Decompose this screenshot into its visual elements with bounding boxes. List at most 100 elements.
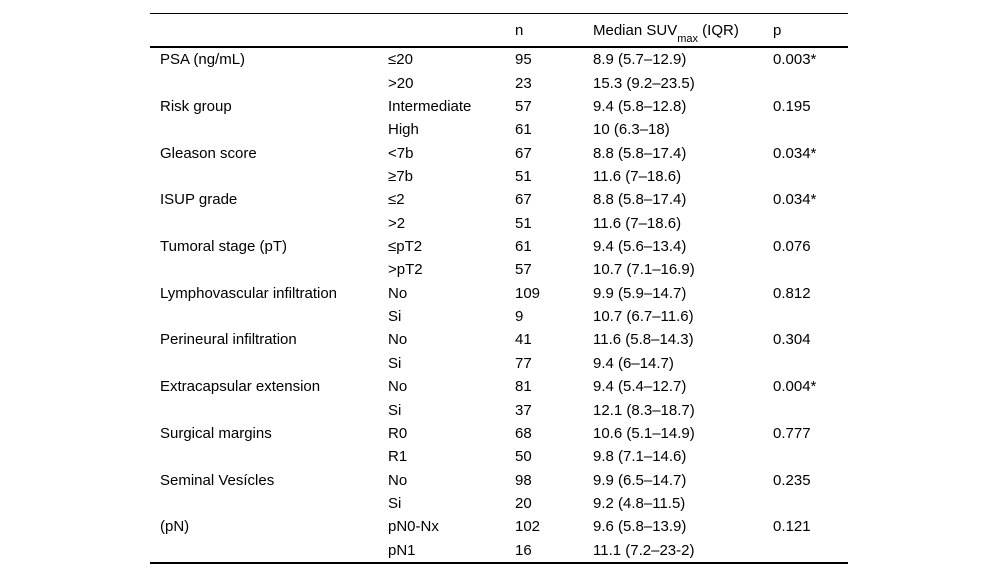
cell-subgroup: ≥7b	[388, 167, 413, 185]
cell-p: 0.003*	[773, 51, 817, 69]
cell-median: 8.9 (5.7–12.9)	[593, 51, 687, 69]
cell-n: 102	[515, 518, 541, 536]
cell-p	[773, 492, 848, 515]
median-header-suffix: (IQR)	[698, 21, 739, 39]
cell-subgroup: Si	[388, 495, 402, 512]
table-row: Seminal Vesícles No 98 9.9 (6.5–14.7) 0.…	[150, 468, 848, 491]
cell-n: 37	[515, 401, 532, 419]
table-row: Risk group Intermediate 57 9.4 (5.8–12.8…	[150, 95, 848, 118]
cell-median: 9.4 (5.8–12.8)	[593, 97, 687, 115]
cell-p: 0.812	[773, 284, 811, 302]
cell-n: 57	[515, 97, 532, 115]
cell-n: 51	[515, 167, 532, 185]
cell-variable	[150, 212, 388, 235]
cell-p	[773, 305, 848, 328]
cell-subgroup: High	[388, 121, 419, 139]
header-row: n Median SUVmax (IQR) p	[150, 13, 848, 48]
cell-n: 16	[515, 541, 532, 559]
table-row: Tumoral stage (pT) ≤pT2 61 9.4 (5.6–13.4…	[150, 235, 848, 258]
cell-median: 15.3 (9.2–23.5)	[593, 74, 695, 92]
header-median-suvmax: Median SUVmax (IQR)	[593, 13, 773, 48]
cell-variable	[150, 398, 388, 421]
cell-p	[773, 165, 848, 188]
cell-variable: (pN)	[160, 518, 190, 536]
table-row: High 61 10 (6.3–18)	[150, 118, 848, 141]
cell-variable: Risk group	[160, 97, 232, 115]
cell-p: 0.004*	[773, 378, 817, 396]
cell-subgroup: No	[388, 471, 408, 489]
table-row: >20 23 15.3 (9.2–23.5)	[150, 71, 848, 94]
table-row: Extracapsular extension No 81 9.4 (5.4–1…	[150, 375, 848, 398]
cell-subgroup: ≤20	[388, 51, 413, 69]
cell-median: 11.6 (7–18.6)	[593, 167, 682, 185]
cell-p	[773, 258, 848, 281]
cell-variable	[150, 305, 388, 328]
cell-n: 51	[515, 214, 532, 232]
cell-median: 10.7 (6.7–11.6)	[593, 308, 694, 326]
cell-subgroup: pN1	[388, 541, 416, 559]
table-row: Si 37 12.1 (8.3–18.7)	[150, 398, 848, 421]
cell-subgroup: Si	[388, 401, 402, 419]
cell-variable: Lymphovascular infiltration	[160, 284, 338, 302]
cell-median: 9.4 (6–14.7)	[593, 354, 674, 372]
cell-variable: Gleason score	[160, 144, 257, 162]
header-variable	[150, 13, 388, 48]
cell-subgroup: No	[388, 378, 408, 396]
cell-p: 0.034*	[773, 144, 817, 162]
cell-subgroup: R1	[388, 448, 408, 466]
cell-variable	[150, 352, 388, 375]
cell-median: 8.8 (5.8–17.4)	[593, 144, 687, 162]
cell-median: 9.9 (6.5–14.7)	[593, 471, 687, 489]
table-row: ≥7b 51 11.6 (7–18.6)	[150, 165, 848, 188]
cell-variable: Extracapsular extension	[160, 378, 321, 396]
table-row: >2 51 11.6 (7–18.6)	[150, 212, 848, 235]
cell-p	[773, 445, 848, 468]
cell-variable: PSA (ng/mL)	[160, 51, 246, 69]
cell-n: 9	[515, 308, 524, 326]
cell-variable: ISUP grade	[160, 191, 238, 209]
cell-subgroup: Si	[388, 308, 402, 326]
cell-p	[773, 352, 848, 375]
cell-n: 98	[515, 471, 532, 489]
cell-p: 0.777	[773, 424, 811, 442]
table-row: Surgical margins R0 68 10.6 (5.1–14.9) 0…	[150, 422, 848, 445]
cell-variable: Surgical margins	[160, 424, 272, 442]
cell-variable: Perineural infiltration	[160, 331, 297, 349]
cell-subgroup: pN0-Nx	[388, 518, 439, 536]
cell-p: 0.304	[773, 331, 811, 349]
cell-median: 10.6 (5.1–14.9)	[593, 424, 695, 442]
cell-n: 61	[515, 238, 532, 256]
cell-n: 68	[515, 424, 532, 442]
cell-variable	[150, 118, 388, 141]
cell-n: 95	[515, 51, 532, 69]
cell-n: 41	[515, 331, 532, 349]
table-row: Gleason score <7b 67 8.8 (5.8–17.4) 0.03…	[150, 141, 848, 164]
cell-variable: Seminal Vesícles	[160, 471, 275, 489]
cell-variable	[150, 539, 388, 563]
table-row: Si 9 10.7 (6.7–11.6)	[150, 305, 848, 328]
cell-n: 81	[515, 378, 532, 396]
cell-median: 8.8 (5.8–17.4)	[593, 191, 687, 209]
table-row: Si 20 9.2 (4.8–11.5)	[150, 492, 848, 515]
header-n: n	[515, 13, 593, 48]
cell-n: 67	[515, 191, 532, 209]
cell-median: 10 (6.3–18)	[593, 121, 670, 139]
cell-median: 12.1 (8.3–18.7)	[593, 401, 695, 419]
cell-subgroup: >20	[388, 74, 414, 92]
results-table: n Median SUVmax (IQR) p PSA (ng/mL) ≤20 …	[150, 13, 848, 564]
cell-median: 10.7 (7.1–16.9)	[593, 261, 695, 279]
cell-n: 23	[515, 74, 532, 92]
cell-variable	[150, 258, 388, 281]
cell-median: 11.6 (5.8–14.3)	[593, 331, 694, 349]
cell-n: 61	[515, 121, 532, 139]
median-header-subscript: max	[677, 32, 698, 45]
cell-n: 20	[515, 495, 532, 512]
cell-subgroup: >pT2	[388, 261, 423, 279]
cell-n: 50	[515, 448, 532, 466]
cell-subgroup: No	[388, 331, 408, 349]
cell-subgroup: Intermediate	[388, 97, 472, 115]
cell-p	[773, 118, 848, 141]
cell-median: 9.8 (7.1–14.6)	[593, 448, 687, 466]
cell-p: 0.076	[773, 238, 811, 256]
table-row: Si 77 9.4 (6–14.7)	[150, 352, 848, 375]
